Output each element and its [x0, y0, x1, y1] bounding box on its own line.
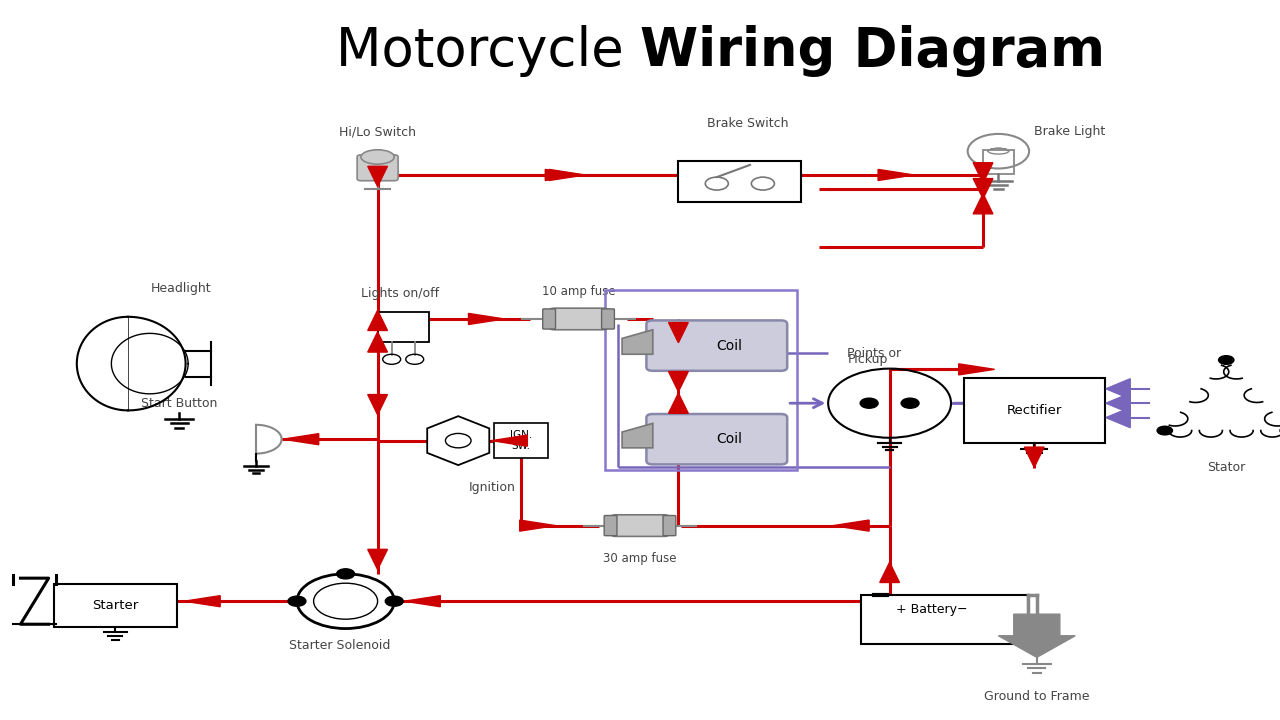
FancyBboxPatch shape — [678, 161, 801, 202]
Polygon shape — [367, 166, 388, 186]
Text: Starter: Starter — [92, 599, 138, 612]
Polygon shape — [668, 323, 689, 343]
Polygon shape — [878, 169, 914, 181]
FancyBboxPatch shape — [964, 378, 1105, 443]
Polygon shape — [549, 169, 585, 181]
Text: Coil: Coil — [717, 338, 742, 353]
Circle shape — [1157, 426, 1172, 435]
Polygon shape — [833, 520, 869, 531]
FancyBboxPatch shape — [646, 414, 787, 464]
Text: Stator: Stator — [1207, 461, 1245, 474]
Polygon shape — [545, 169, 581, 181]
Ellipse shape — [361, 150, 394, 164]
Circle shape — [1219, 356, 1234, 364]
Polygon shape — [492, 435, 527, 446]
Polygon shape — [998, 614, 1075, 657]
Polygon shape — [367, 395, 388, 415]
Polygon shape — [973, 163, 993, 183]
Circle shape — [385, 596, 403, 606]
Polygon shape — [1024, 447, 1044, 467]
Text: 10 amp fuse: 10 amp fuse — [541, 285, 616, 298]
FancyBboxPatch shape — [983, 150, 1014, 174]
Text: Motorcycle: Motorcycle — [335, 25, 640, 77]
Circle shape — [337, 569, 355, 579]
FancyBboxPatch shape — [646, 320, 787, 371]
Text: Wiring Diagram: Wiring Diagram — [640, 25, 1105, 77]
Polygon shape — [1106, 408, 1130, 428]
Polygon shape — [367, 332, 388, 352]
FancyBboxPatch shape — [861, 595, 1028, 644]
Polygon shape — [668, 393, 689, 413]
Text: Hi/Lo Switch: Hi/Lo Switch — [339, 125, 416, 138]
Polygon shape — [879, 562, 900, 582]
FancyBboxPatch shape — [54, 584, 177, 627]
Polygon shape — [184, 595, 220, 607]
Polygon shape — [404, 595, 440, 607]
Text: Points or: Points or — [847, 347, 901, 360]
Text: Pickup: Pickup — [847, 353, 888, 366]
FancyBboxPatch shape — [378, 312, 429, 342]
Text: SW.: SW. — [512, 441, 530, 451]
FancyBboxPatch shape — [543, 309, 556, 329]
Polygon shape — [367, 310, 388, 330]
Polygon shape — [1106, 379, 1130, 399]
Polygon shape — [668, 372, 689, 392]
Polygon shape — [468, 313, 504, 325]
Text: Brake Switch: Brake Switch — [707, 117, 788, 130]
Text: + Battery−: + Battery− — [896, 603, 968, 616]
FancyBboxPatch shape — [604, 516, 617, 536]
Polygon shape — [1106, 393, 1130, 413]
FancyBboxPatch shape — [611, 515, 669, 536]
Text: Starter Solenoid: Starter Solenoid — [288, 639, 390, 652]
Text: Lights on/off: Lights on/off — [361, 287, 439, 300]
Polygon shape — [959, 364, 995, 375]
Circle shape — [288, 596, 306, 606]
Text: Rectifier: Rectifier — [1006, 404, 1062, 417]
FancyBboxPatch shape — [494, 423, 548, 458]
Text: Ground to Frame: Ground to Frame — [984, 690, 1089, 703]
Circle shape — [901, 398, 919, 408]
Circle shape — [860, 398, 878, 408]
Polygon shape — [622, 423, 653, 448]
Polygon shape — [283, 433, 319, 445]
Text: Headlight: Headlight — [151, 282, 211, 295]
Polygon shape — [428, 416, 489, 465]
Text: Start Button: Start Button — [141, 397, 218, 410]
Text: Coil: Coil — [717, 432, 742, 446]
FancyBboxPatch shape — [602, 309, 614, 329]
Text: Brake Light: Brake Light — [1034, 125, 1106, 138]
Polygon shape — [520, 520, 556, 531]
Text: IGN.: IGN. — [509, 430, 532, 440]
Text: 30 amp fuse: 30 amp fuse — [603, 552, 677, 564]
Polygon shape — [973, 194, 993, 214]
Polygon shape — [622, 330, 653, 354]
Text: Ignition: Ignition — [468, 481, 516, 494]
Polygon shape — [973, 179, 993, 199]
Polygon shape — [367, 549, 388, 570]
FancyBboxPatch shape — [663, 516, 676, 536]
FancyBboxPatch shape — [549, 308, 608, 330]
FancyBboxPatch shape — [357, 155, 398, 181]
